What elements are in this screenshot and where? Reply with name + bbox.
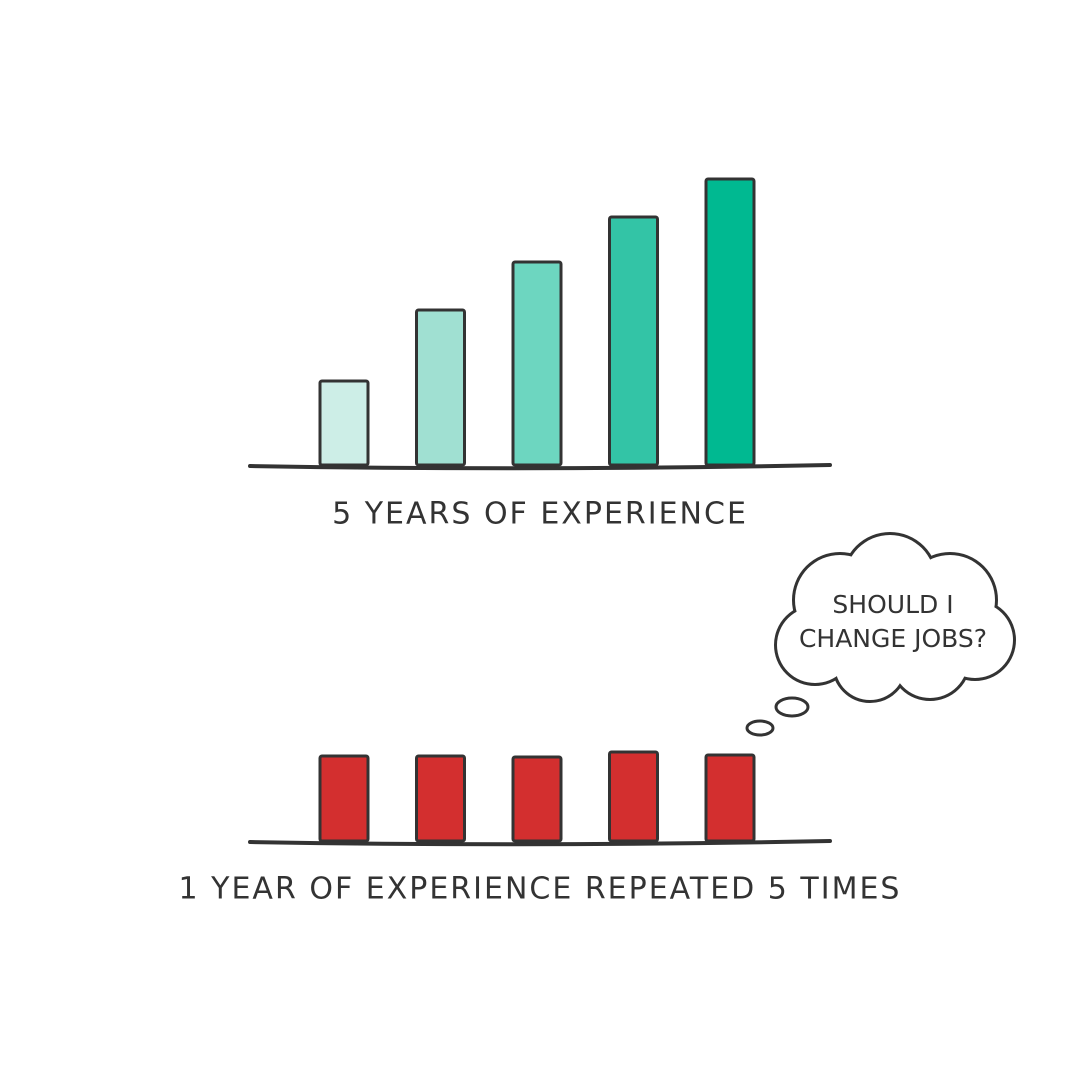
bar <box>318 379 370 467</box>
bar <box>415 754 466 843</box>
bar <box>608 750 659 843</box>
thought-bubble: SHOULD I CHANGE JOBS? <box>745 532 1016 737</box>
bar <box>704 753 756 843</box>
bar <box>511 260 563 467</box>
bar <box>608 215 659 467</box>
chart-title: 1 YEAR OF EXPERIENCE REPEATED 5 TIMES <box>179 872 902 907</box>
bar <box>318 754 370 843</box>
bar <box>704 177 756 467</box>
baseline <box>248 839 832 847</box>
baseline <box>248 463 832 471</box>
bar <box>511 755 563 843</box>
chart-title: 5 YEARS OF EXPERIENCE <box>332 497 748 532</box>
annotation-line: SHOULD I <box>832 590 953 619</box>
annotation-line: CHANGE JOBS? <box>799 624 987 653</box>
bar <box>415 308 466 467</box>
